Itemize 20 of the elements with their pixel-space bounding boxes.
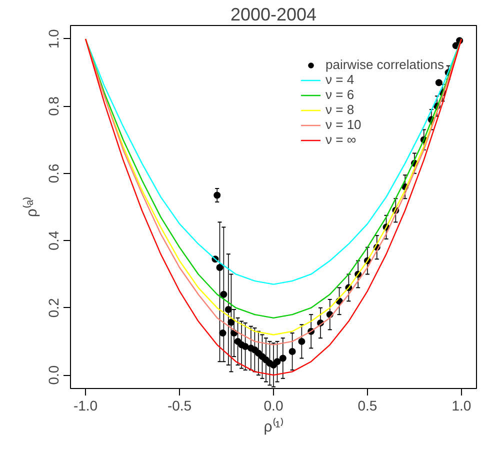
legend-label: pairwise correlations [326, 57, 444, 72]
y-tick-label: 0.4 [46, 230, 62, 250]
legend-label: ν = 4 [326, 72, 354, 87]
legend-label: ν = 10 [326, 117, 362, 132]
y-tick-label: 1.0 [46, 29, 62, 49]
x-axis-title: ρ⁽¹⁾ [264, 418, 284, 436]
legend-label: ν = ∞ [326, 132, 356, 147]
x-tick-label: 1.0 [452, 398, 472, 414]
y-axis-title: ρ⁽ᵃ⁾ [22, 196, 40, 218]
chart-title: 2000-2004 [230, 4, 317, 24]
x-tick-label: 0.0 [264, 398, 284, 414]
legend-label: ν = 8 [326, 102, 354, 117]
x-tick-label: -0.5 [167, 398, 192, 414]
legend-label: ν = 6 [326, 87, 354, 102]
x-tick-label: -1.0 [73, 398, 98, 414]
y-tick-label: 0.8 [46, 96, 62, 116]
y-tick-label: 0.6 [46, 163, 62, 184]
y-tick-label: 0.0 [46, 365, 62, 385]
y-tick-label: 0.2 [46, 298, 62, 318]
x-tick-label: 0.5 [358, 398, 378, 414]
